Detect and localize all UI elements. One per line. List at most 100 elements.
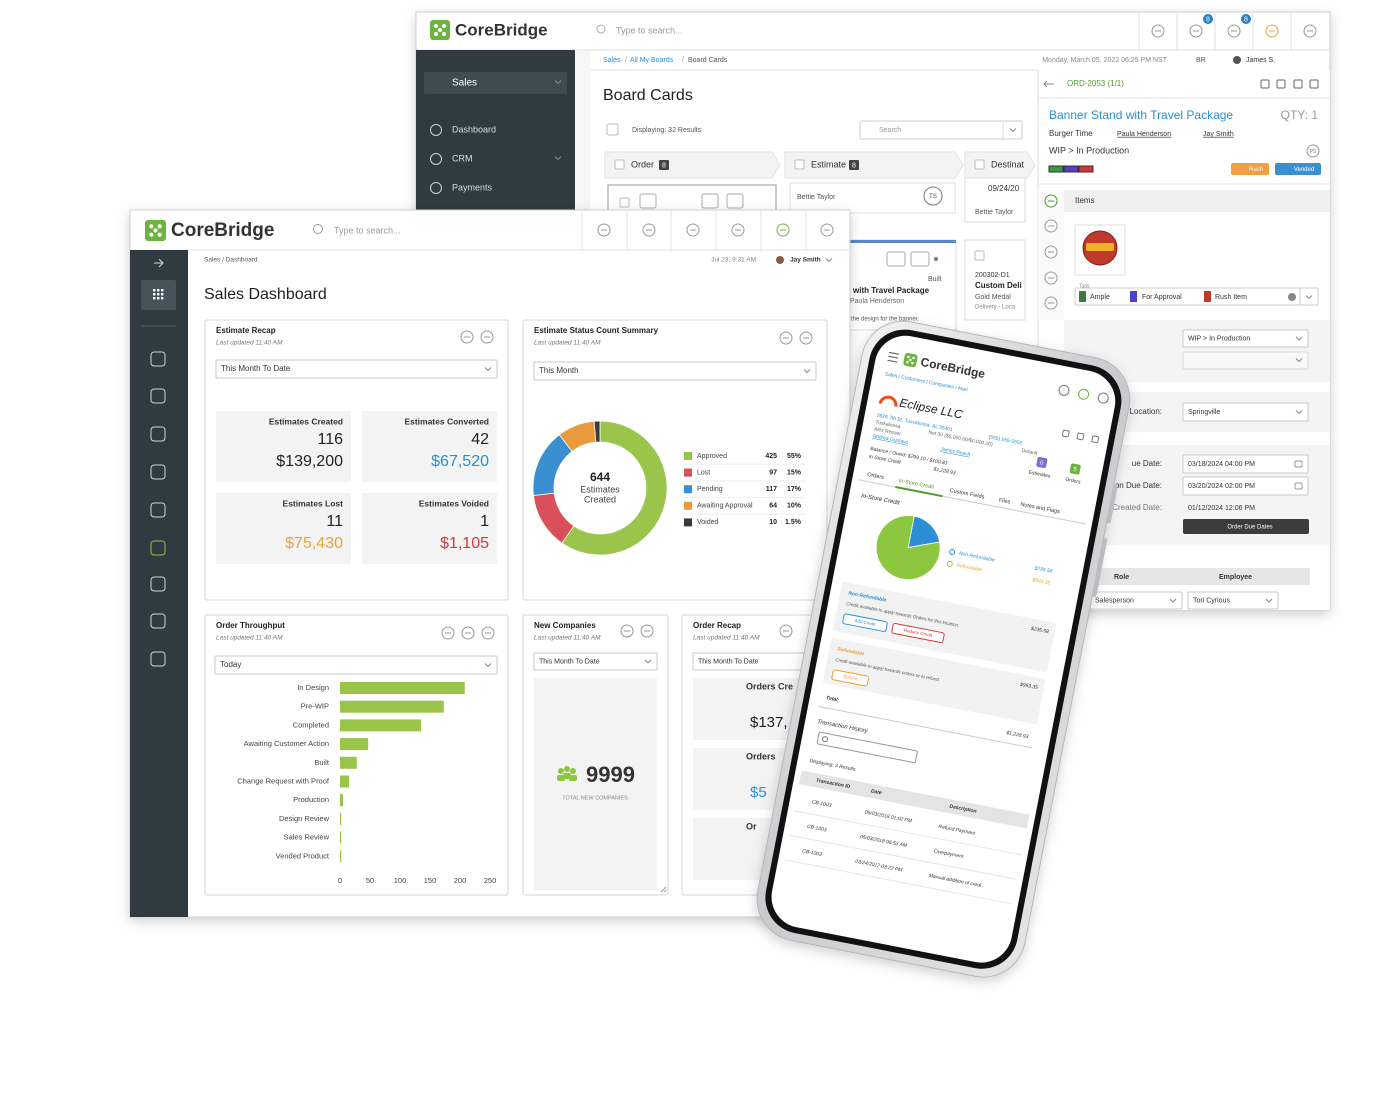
column-count: 8: [662, 162, 666, 169]
legend-count: 97: [769, 469, 777, 476]
bar-label: Completed: [293, 720, 329, 729]
logo-dot: [157, 232, 162, 237]
logo-dot: [438, 28, 442, 32]
card-title: Custom Deli: [975, 281, 1022, 290]
nav-item: CRM: [452, 153, 473, 163]
divider: [784, 859, 1013, 905]
logo-dot: [157, 224, 162, 229]
bar-label: Pre-WIP: [301, 702, 329, 711]
legend-percent: 55%: [787, 453, 802, 460]
bar-label: In Design: [297, 683, 329, 692]
contact: James Peach: [940, 446, 971, 458]
card-accent: [848, 240, 956, 243]
grid-dot: [161, 289, 164, 292]
select-value: Today: [220, 660, 241, 669]
field-value: 03/18/2024 04:00 PM: [1188, 461, 1255, 468]
location: BR: [1196, 57, 1206, 64]
filter-box: [859, 120, 1023, 140]
donut-slice: [593, 420, 601, 443]
select: [1182, 402, 1309, 422]
legend-count: 117: [766, 486, 777, 493]
nav-icon: [150, 426, 166, 442]
chevron: [484, 663, 492, 668]
bar: [340, 682, 465, 694]
donut-slice: [561, 420, 668, 556]
chevron: [803, 369, 811, 374]
legend-label: Pending: [697, 486, 723, 493]
phone-button: [1106, 484, 1118, 524]
search-icon: [822, 736, 829, 743]
badge-count: 8: [1206, 16, 1210, 23]
chevron: [1265, 598, 1273, 603]
nav-item: Sales: [452, 78, 477, 89]
stat-tile: [362, 493, 497, 564]
avatar: [923, 186, 943, 206]
select: [214, 655, 498, 675]
button[interactable]: [831, 669, 869, 687]
color-chip: [1063, 165, 1079, 173]
button-label: Refund: [843, 674, 859, 682]
card-delivery: Delivery - Loca: [975, 305, 1016, 311]
card-contact: Bettie Taylor: [975, 209, 1014, 216]
icon: [1044, 296, 1058, 310]
logo-text: CoreBridge: [171, 220, 274, 241]
breadcrumb-separator: /: [682, 57, 684, 64]
chevron: [484, 367, 492, 372]
stat-caption: TOTAL NEW COMPANIES: [562, 795, 628, 801]
x-tick-label: 250: [484, 876, 497, 885]
icon: [1044, 271, 1058, 285]
stat-tile: [216, 493, 351, 564]
icon: [1044, 194, 1058, 208]
divider: [818, 705, 1033, 749]
select: [1187, 591, 1279, 610]
header-icon: [1058, 384, 1070, 396]
badge-count: 8: [1244, 16, 1248, 23]
tab[interactable]: Orders: [867, 472, 885, 481]
bar-label: Awaiting Customer Action: [244, 739, 329, 748]
column-badge: [659, 160, 669, 170]
x-tick-label: 50: [366, 876, 374, 885]
logo-dot: [911, 361, 914, 365]
field-label: Location:: [1130, 407, 1162, 416]
grid-dot: [161, 293, 164, 296]
tab[interactable]: Files: [998, 498, 1011, 506]
company: Burger Time: [1049, 129, 1093, 138]
legend-count: 425: [765, 453, 777, 460]
stat-tile: [362, 411, 497, 482]
stat-amount: $5: [750, 784, 767, 801]
item-qty: QTY: 1: [1281, 108, 1319, 122]
bar-label: Built: [314, 758, 330, 767]
credit-box-amount: $993.35: [1018, 682, 1038, 692]
select: [215, 359, 498, 379]
nav-item: Dashboard: [452, 124, 496, 134]
chevron: [1295, 336, 1303, 341]
legend-percent: 17%: [787, 486, 802, 493]
nav-icon: [150, 613, 166, 629]
flag: [1275, 163, 1321, 175]
nav-icon: [150, 540, 166, 556]
icon: [1227, 24, 1241, 38]
column-header: Description: [949, 804, 977, 815]
logo-dot: [149, 224, 154, 229]
icon: [597, 223, 611, 237]
contact: Alex Reeser: [874, 426, 902, 437]
nav-icon: [150, 388, 166, 404]
count-value: 0: [1039, 460, 1044, 467]
icon: [441, 626, 455, 640]
icon: [1189, 24, 1203, 38]
search-box: [816, 731, 918, 764]
icon: [642, 223, 656, 237]
nav-icon: [430, 124, 442, 136]
color-chip: [1078, 165, 1094, 173]
button[interactable]: [891, 622, 945, 644]
button[interactable]: [842, 613, 888, 632]
total-label: Total:: [825, 695, 840, 704]
column-name: Destinat: [991, 159, 1025, 169]
card-icon: [639, 193, 657, 209]
widget-title: Order Throughput: [216, 621, 285, 630]
item-image-band: [1086, 243, 1114, 251]
bar-label: Vended Product: [276, 851, 330, 860]
select-value: This Month: [539, 366, 579, 375]
search-icon: [596, 24, 606, 34]
stat-count: 42: [471, 431, 489, 448]
